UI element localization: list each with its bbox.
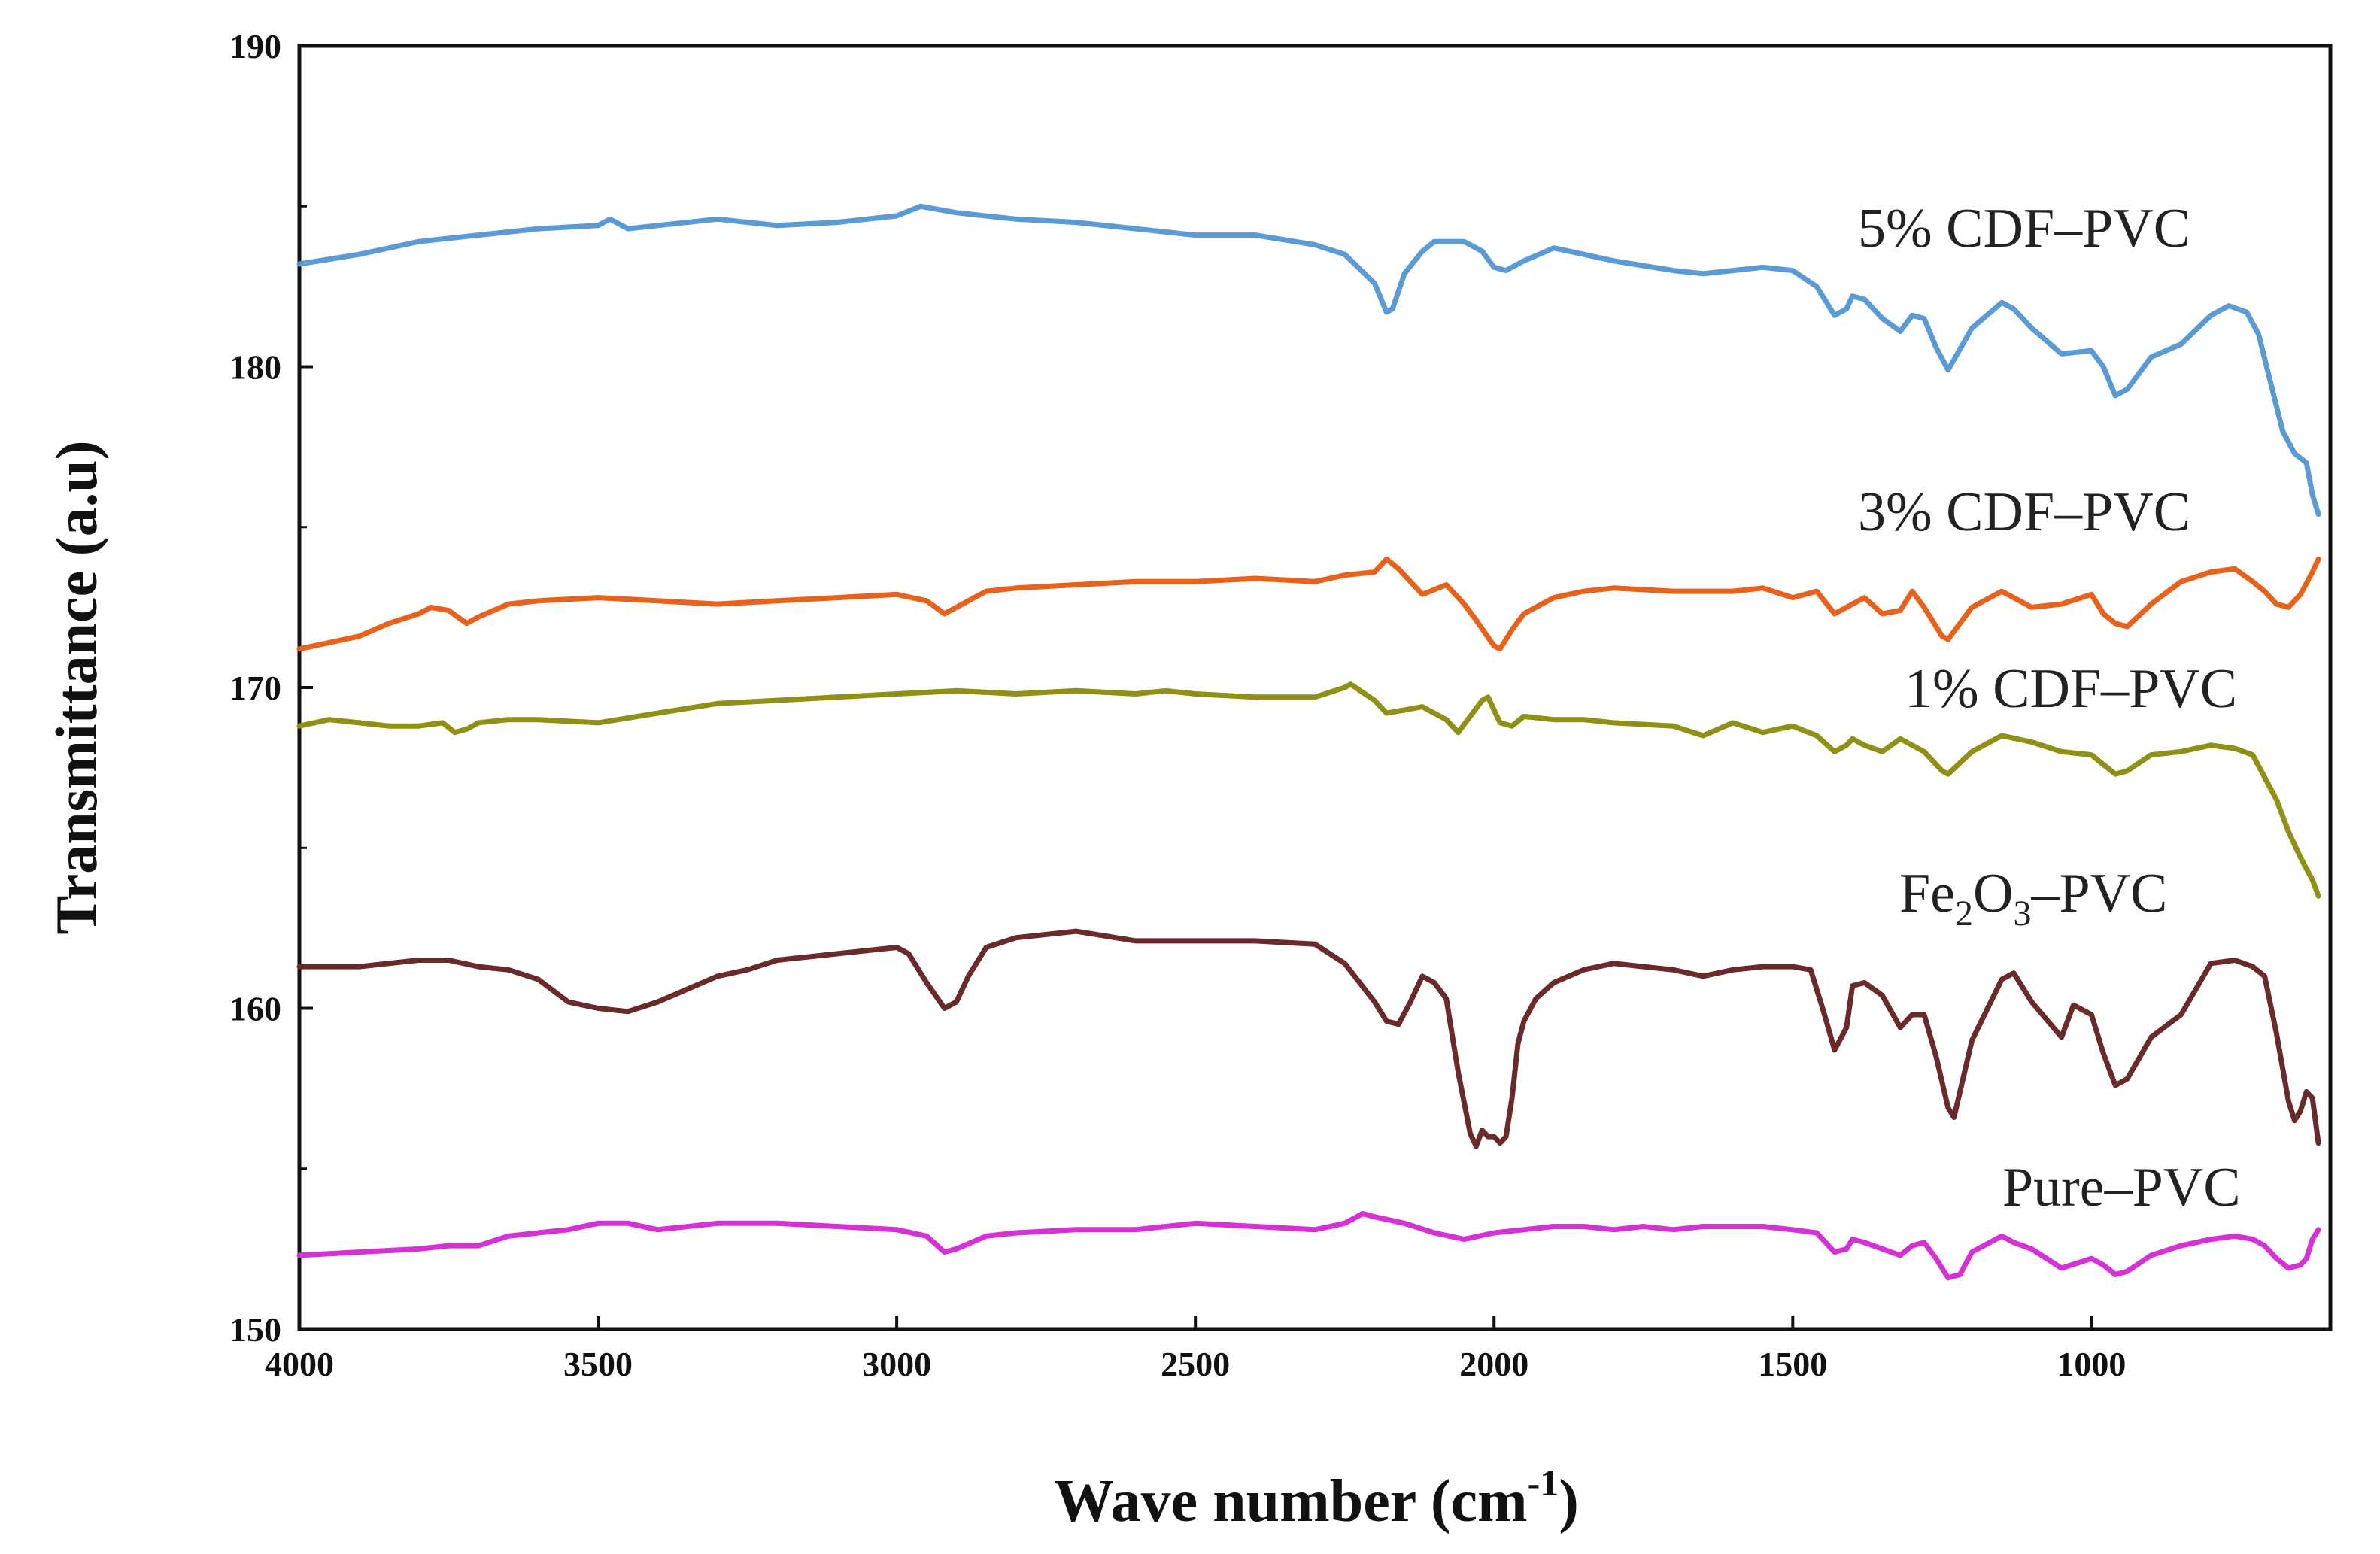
y-tick-label: 170: [229, 669, 281, 707]
series-label-3pct: 3% CDF–PVC: [1858, 481, 2190, 543]
y-tick-label: 190: [229, 27, 281, 65]
series-line-0: [296, 203, 2321, 517]
series-line-1: [296, 556, 2321, 652]
x-axis-title-main: Wave number (cm: [1054, 1468, 1528, 1534]
series-label-5pct: 5% CDF–PVC: [1858, 198, 2190, 260]
x-tick-label: 4000: [265, 1345, 334, 1383]
series-line-4: [296, 1211, 2321, 1281]
x-tick-label: 3000: [862, 1345, 931, 1383]
x-tick-label: 1500: [1758, 1345, 1827, 1383]
series-label-fe2o3: Fe2O3–PVC: [1899, 863, 2167, 933]
y-axis-ticks: 150 160 170 180 190: [229, 27, 313, 1349]
x-tick-label: 3500: [563, 1345, 633, 1383]
y-axis-title: Transmittance (a.u): [44, 440, 109, 934]
y-tick-label: 150: [229, 1310, 281, 1349]
y-tick-label: 160: [229, 990, 281, 1028]
series-label-pure: Pure–PVC: [2002, 1157, 2241, 1219]
fe2o3-part-o: O: [1973, 863, 2013, 924]
x-tick-label: 2000: [1459, 1345, 1528, 1383]
series-line-3: [296, 928, 2321, 1149]
x-axis-ticks: 4000 3500 3000 2500 2000 1500 1000: [265, 1316, 2126, 1383]
x-tick-label: 2500: [1161, 1345, 1230, 1383]
fe2o3-part-pvc: –PVC: [2030, 863, 2167, 924]
series-label-1pct: 1% CDF–PVC: [1905, 658, 2237, 720]
fe2o3-sub-3: 3: [2013, 894, 2031, 933]
y-tick-label: 180: [229, 348, 281, 387]
x-axis-title-close: ): [1559, 1468, 1579, 1534]
fe2o3-part-fe: Fe: [1899, 863, 1955, 924]
series-line-2: [296, 681, 2321, 899]
fe2o3-sub-2: 2: [1955, 894, 1973, 933]
x-axis-title-sup: -1: [1528, 1461, 1559, 1504]
x-tick-label: 1000: [2057, 1345, 2126, 1383]
series-lines: [296, 203, 2321, 1281]
x-axis-title: Wave number (cm-1): [1054, 1461, 1579, 1534]
